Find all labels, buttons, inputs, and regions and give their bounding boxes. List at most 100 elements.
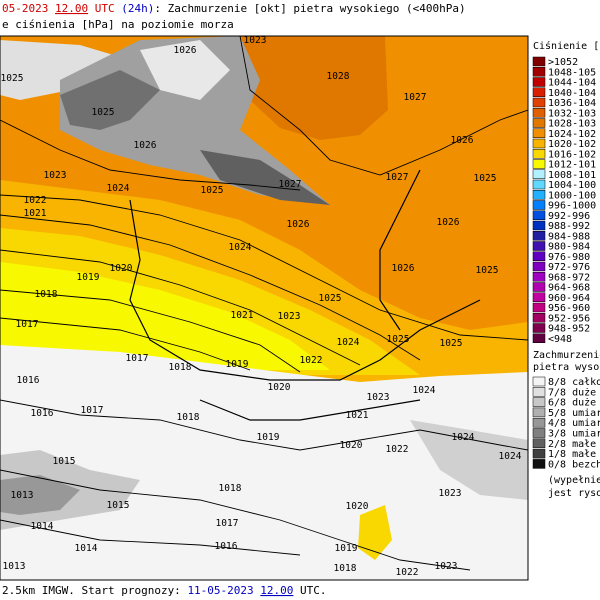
legend-swatch (532, 407, 546, 418)
cloud-area (200, 150, 330, 205)
isobar-label: 1021 (346, 410, 369, 421)
legend-label: <948 (548, 334, 572, 345)
cloud-legend-title: pietra wysoki (533, 362, 600, 373)
legend-label: 988-992 (548, 221, 590, 232)
legend-label: >1052 (548, 57, 578, 68)
legend-swatch (532, 56, 546, 67)
header-time: 12.00 (55, 2, 88, 15)
isobar-label: 1022 (300, 355, 323, 366)
legend-label: 960-964 (548, 293, 590, 304)
legend-swatch (532, 97, 546, 108)
legend-label: 7/8 duże (548, 387, 596, 398)
legend-swatch (532, 397, 546, 407)
cloud-legend-note: (wypełnieni (548, 475, 600, 486)
isobar-label: 1014 (75, 543, 98, 554)
legend-swatch (532, 251, 546, 261)
legend-swatch (532, 159, 546, 169)
legend-label: 984-988 (548, 231, 590, 242)
pressure-area (235, 36, 388, 140)
footer-source: 2.5km IMGW. Start prognozy: (2, 584, 181, 597)
legend-swatch (532, 313, 546, 323)
header-line: 05-2023 12.00 UTC (24h): Zachmurzenie [o… (2, 2, 466, 15)
isobar-label: 1018 (169, 362, 192, 373)
isobar-label: 1016 (17, 375, 40, 386)
isobar-label: 1026 (134, 140, 157, 151)
isobar-label: 1025 (440, 338, 463, 349)
isobar-label: 1027 (386, 172, 409, 183)
isobar-label: 1020 (110, 263, 133, 274)
isobar-label: 1026 (392, 263, 415, 274)
isobar-label: 1023 (435, 561, 458, 572)
legend-label: 1036-104 (548, 98, 596, 109)
legend-label: 1028-103 (548, 119, 596, 130)
legend-swatch (532, 179, 546, 190)
isobar-label: 1025 (476, 265, 499, 276)
legend-swatch (532, 417, 546, 428)
isobar-label: 1025 (92, 107, 115, 118)
map (0, 36, 528, 580)
legend-label: 3/8 umiar (548, 429, 600, 440)
legend-swatch (532, 87, 546, 97)
isobar-label: 1026 (174, 45, 197, 56)
legends: >10521048-1051044-1041040-1041036-104103… (532, 56, 600, 499)
cloud-area (410, 420, 528, 500)
legend-swatch (532, 448, 546, 459)
legend-swatch (532, 302, 546, 313)
isobar-label: 1018 (219, 483, 242, 494)
legend-label: 956-960 (548, 303, 590, 314)
pressure-area (358, 505, 392, 560)
legend-swatch (532, 261, 546, 272)
isobar-label: 1013 (3, 561, 26, 572)
isobar-label: 1020 (346, 501, 369, 512)
footer-utc: UTC. (300, 584, 327, 597)
isobar-label: 1019 (335, 543, 358, 554)
isobar-label: 1022 (386, 444, 409, 455)
isobar-label: 1026 (437, 217, 460, 228)
legend-label: 1/8 małe (548, 449, 596, 460)
isobar-label: 1025 (201, 185, 224, 196)
legend-swatch (532, 128, 546, 138)
isobar-label: 1022 (396, 567, 419, 578)
isobar-label: 1023 (439, 488, 462, 499)
isobar-label: 1025 (1, 73, 24, 84)
legend-label: 980-984 (548, 242, 590, 253)
isobar-labels: 1026 1023 1025 1028 1027 1025 1026 1026 1023 1024… (1, 35, 522, 578)
legend-label: 2/8 małe (548, 439, 596, 450)
legend-swatch (532, 190, 546, 200)
cloud-area (60, 70, 160, 130)
legend-label: 1016-102 (548, 149, 596, 160)
header-title: : Zachmurzenie [okt] pietra wysokiego (<… (154, 2, 465, 15)
isobar-label: 1014 (31, 521, 54, 532)
isobar-label: 1017 (216, 518, 239, 529)
cloud-legend-title: Zachmurzenie (533, 350, 600, 361)
isobars (0, 36, 528, 571)
isobar-label: 1024 (229, 242, 252, 253)
legend-label: 1008-101 (548, 170, 596, 181)
isobar-label: 1027 (404, 92, 427, 103)
isobar-label: 1025 (474, 173, 497, 184)
legend-label: 4/8 umiar (548, 418, 600, 429)
isobar-label: 1027 (279, 179, 302, 190)
isobar-label: 1015 (53, 456, 76, 467)
legend-label: 1000-100 (548, 190, 596, 201)
map-frame (0, 35, 529, 581)
legend-label: 968-972 (548, 272, 590, 283)
isobar-label: 1015 (107, 500, 130, 511)
isobar-label: 1028 (327, 71, 350, 82)
legend-label: 6/8 duże (548, 398, 596, 409)
legend-label: 1004-100 (548, 180, 596, 191)
isobar-label: 1024 (107, 183, 130, 194)
isobar-label: 1018 (334, 563, 357, 574)
legend-swatch (532, 220, 546, 231)
isobar-label: 1024 (413, 385, 436, 396)
legend-label: 1024-102 (548, 129, 596, 140)
legend-label: 1040-104 (548, 88, 596, 99)
header-subtitle: e ciśnienia [hPa] na poziomie morza (2, 18, 234, 31)
legend-label: 1020-102 (548, 139, 596, 150)
pressure-area (0, 262, 330, 370)
legend-swatch (532, 210, 546, 220)
pressure-legend-title: Ciśnienie [hP (533, 40, 600, 52)
legend-label: 952-956 (548, 313, 590, 324)
isobar-label: 1025 (319, 293, 342, 304)
